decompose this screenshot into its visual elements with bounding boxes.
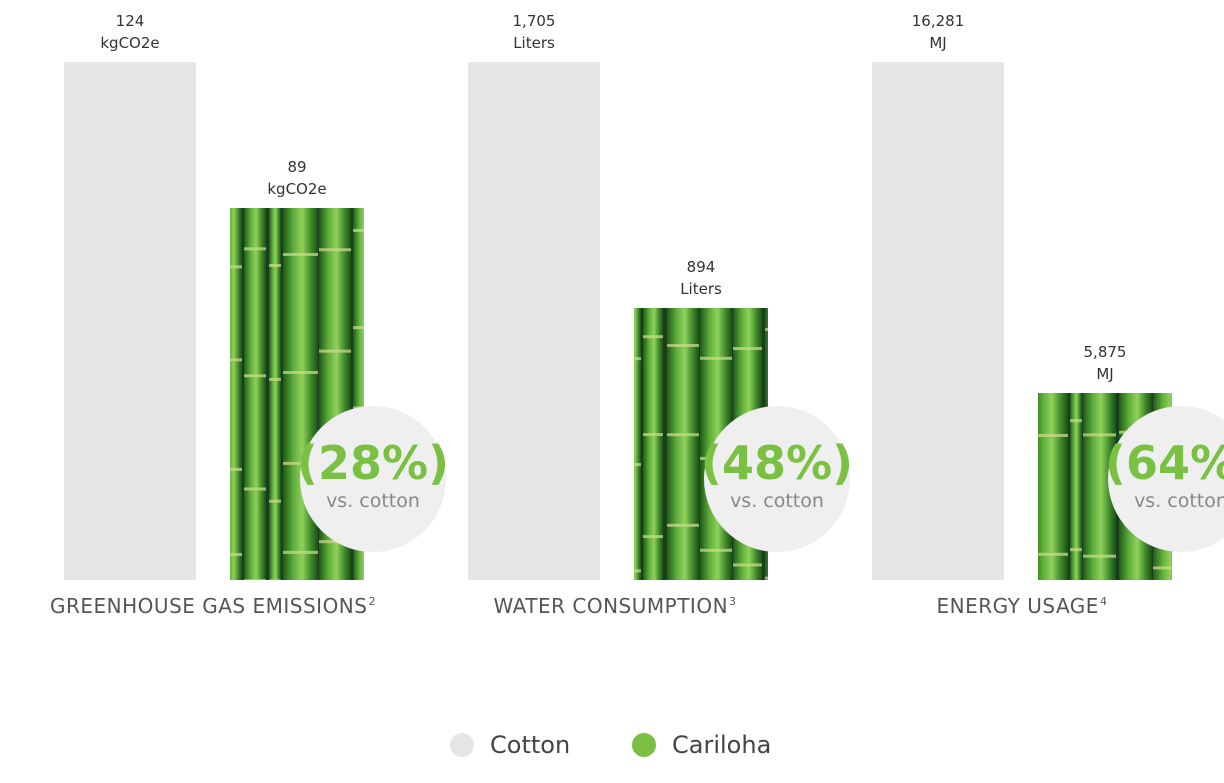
- value-unit: Liters: [513, 34, 555, 52]
- category-name: GREENHOUSE GAS EMISSIONS: [50, 594, 368, 618]
- cariloha-value-label: 89 kgCO2e: [210, 156, 384, 200]
- value-number: 894: [686, 258, 716, 276]
- bar-group-energy-usage: 16,281 MJ 5,875 MJ (64%)vs. cotton: [872, 0, 1224, 700]
- bamboo-texture: [230, 208, 364, 580]
- reduction-caption: vs. cotton: [730, 490, 824, 512]
- value-number: 124: [115, 12, 145, 30]
- category-label: WATER CONSUMPTION3: [415, 594, 815, 618]
- bar-group-water-consumption: 1,705 Liters 894 Liters (48%) vs. cotton: [468, 0, 868, 700]
- cariloha-value-label: 5,875 MJ: [1018, 341, 1192, 385]
- reduction-percent: (28%): [296, 436, 450, 490]
- footnote-marker: 4: [1099, 595, 1108, 609]
- reduction-caption: vs. cotton: [326, 490, 420, 512]
- cotton-bar: [468, 62, 600, 580]
- value-unit: kgCO2e: [267, 180, 327, 198]
- reduction-badge: (48%) vs. cotton: [701, 406, 853, 552]
- cotton-value-label: 124 kgCO2e: [44, 10, 216, 54]
- cotton-value-label: 1,705 Liters: [448, 10, 620, 54]
- legend-swatch: [632, 733, 656, 757]
- cotton-bar: [872, 62, 1004, 580]
- legend: Cotton Cariloha: [450, 730, 810, 760]
- cariloha-value-label: 894 Liters: [614, 256, 788, 300]
- cotton-value-label: 16,281 MJ: [852, 10, 1024, 54]
- value-unit: MJ: [929, 34, 947, 52]
- category-label: ENERGY USAGE4: [822, 594, 1222, 618]
- value-number: 1,705: [512, 12, 556, 30]
- value-number: 16,281: [911, 12, 965, 30]
- cotton-bar: [64, 62, 196, 580]
- reduction-percent: (64%): [1104, 436, 1224, 490]
- category-name: WATER CONSUMPTION: [493, 594, 729, 618]
- value-unit: Liters: [680, 280, 722, 298]
- footnote-marker: 3: [729, 595, 737, 609]
- reduction-badge: (28%) vs. cotton: [297, 406, 449, 552]
- legend-swatch: [450, 733, 474, 757]
- cariloha-bar: [230, 208, 364, 580]
- reduction-percent: (48%): [700, 436, 854, 490]
- bar-group-greenhouse-gas-emissions: 124 kgCO2e 89 kgCO2e (28%) vs. cotton: [64, 0, 464, 700]
- value-number: 5,875: [1083, 343, 1127, 361]
- category-label: GREENHOUSE GAS EMISSIONS2: [13, 594, 413, 618]
- value-unit: MJ: [1096, 365, 1114, 383]
- value-unit: kgCO2e: [100, 34, 160, 52]
- reduction-caption: vs. cotton: [1134, 490, 1224, 512]
- category-name: ENERGY USAGE: [936, 594, 1099, 618]
- reduction-badge: (64%)vs. cotton: [1105, 406, 1224, 552]
- footnote-marker: 2: [368, 595, 376, 609]
- value-number: 89: [287, 158, 307, 176]
- legend-label: Cotton: [490, 731, 571, 759]
- legend-label: Cariloha: [672, 731, 772, 759]
